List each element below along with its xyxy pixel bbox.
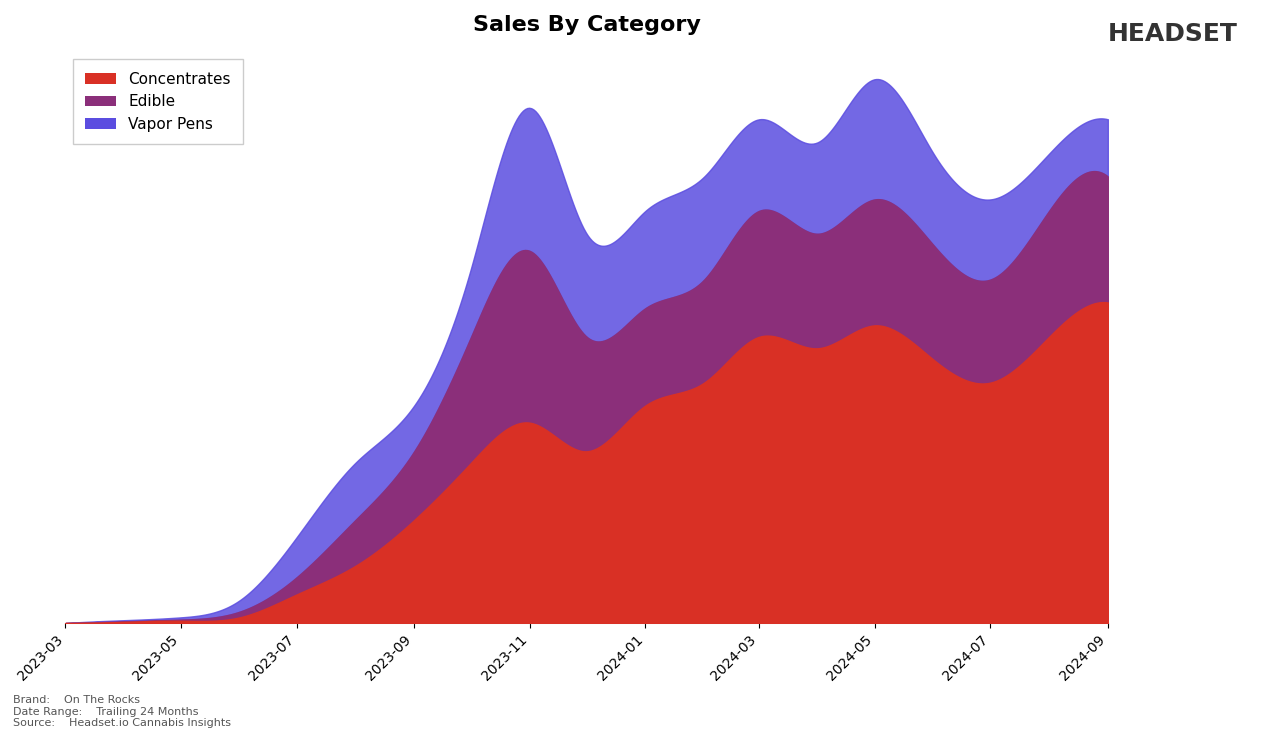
Text: HEADSET: HEADSET xyxy=(1108,22,1238,46)
Title: Sales By Category: Sales By Category xyxy=(472,15,701,35)
Legend: Concentrates, Edible, Vapor Pens: Concentrates, Edible, Vapor Pens xyxy=(73,59,242,144)
Text: Brand:    On The Rocks
Date Range:    Trailing 24 Months
Source:    Headset.io C: Brand: On The Rocks Date Range: Trailing… xyxy=(13,695,231,728)
